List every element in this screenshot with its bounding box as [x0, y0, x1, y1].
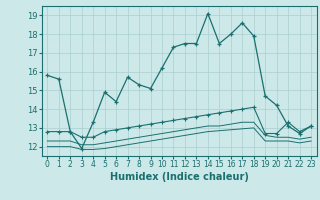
X-axis label: Humidex (Indice chaleur): Humidex (Indice chaleur): [110, 172, 249, 182]
